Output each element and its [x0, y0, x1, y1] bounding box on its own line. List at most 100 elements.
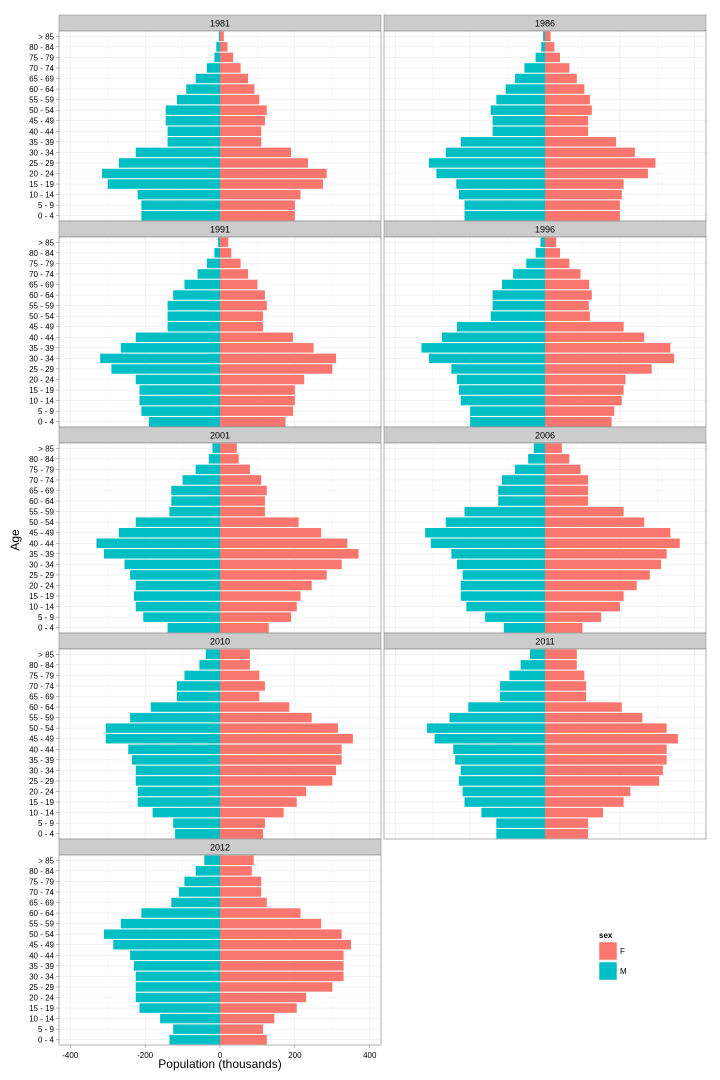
bar-male: [458, 189, 545, 200]
bar-male: [528, 454, 545, 464]
bar-female: [220, 31, 224, 42]
bar-female: [220, 866, 252, 876]
y-tick-label: 35 - 39: [29, 344, 54, 353]
y-tick-label: 30 - 34: [29, 972, 54, 981]
facet-panel: 2006: [383, 426, 707, 634]
bar-male: [470, 416, 545, 427]
bar-female: [220, 591, 301, 601]
bar-male: [135, 517, 220, 527]
bar-female: [220, 549, 359, 559]
bar-female: [220, 311, 264, 321]
bar-male: [430, 538, 545, 549]
bar-female: [545, 189, 622, 200]
bar-male: [204, 855, 220, 866]
bar-female: [220, 517, 299, 527]
bar-female: [545, 364, 652, 374]
bar-female: [220, 126, 262, 137]
y-tick-label: 80 - 84: [29, 867, 54, 876]
bar-male: [113, 939, 220, 950]
bar-female: [545, 300, 589, 311]
bar-female: [220, 538, 348, 549]
bar-female: [545, 200, 620, 210]
bar-female: [220, 475, 262, 485]
bar-female: [220, 1003, 297, 1013]
bar-male: [501, 475, 545, 485]
x-tick-label: -400: [62, 1051, 79, 1060]
bar-male: [208, 454, 220, 464]
bar-male: [135, 992, 220, 1003]
bar-male: [425, 527, 545, 538]
bar-female: [220, 485, 267, 496]
bar-female: [220, 385, 295, 395]
bar-male: [520, 660, 545, 670]
y-tick-label: 35 - 39: [29, 962, 54, 971]
x-tick-label: 0: [218, 1051, 223, 1060]
facet-title: 2011: [535, 637, 554, 647]
bar-male: [460, 395, 545, 406]
y-tick-label: 25 - 29: [29, 159, 54, 168]
facet-title: 1996: [535, 225, 555, 235]
bar-male: [464, 506, 545, 517]
y-tick-label: 15 - 19: [29, 386, 54, 395]
y-tick-label: 45 - 49: [29, 735, 54, 744]
bar-female: [545, 580, 637, 591]
y-tick-label: 30 - 34: [29, 148, 54, 157]
y-tick-label: 50 - 54: [29, 312, 54, 321]
bar-male: [442, 332, 545, 343]
bar-female: [545, 332, 645, 343]
bar-female: [545, 269, 581, 279]
bar-female: [220, 332, 294, 343]
bar-male: [218, 31, 220, 42]
bar-female: [220, 279, 258, 290]
y-tick-label: 60 - 64: [29, 85, 54, 94]
bar-female: [220, 828, 264, 839]
bar-male: [120, 343, 220, 353]
bar-male: [428, 158, 545, 168]
bar-male: [173, 1024, 220, 1034]
y-tick-label: 10 - 14: [29, 191, 54, 200]
bar-female: [220, 702, 290, 712]
bar-female: [220, 179, 323, 189]
bar-female: [220, 755, 342, 765]
bar-male: [485, 612, 545, 622]
y-tick-label: 20 - 24: [29, 170, 54, 179]
y-tick-label: 60 - 64: [29, 703, 54, 712]
y-tick-label: 45 - 49: [29, 323, 54, 332]
bar-female: [545, 290, 592, 300]
legend-title: sex: [599, 931, 613, 940]
bar-female: [220, 765, 337, 776]
bar-male: [139, 1003, 220, 1013]
bar-male: [141, 210, 220, 221]
bar-male: [130, 712, 220, 723]
bar-female: [220, 712, 312, 723]
bar-male: [199, 660, 220, 670]
y-tick-label: 55 - 59: [29, 508, 54, 517]
y-tick-label: 70 - 74: [29, 64, 54, 73]
bar-female: [545, 73, 577, 84]
bar-female: [220, 300, 267, 311]
facet-panel: 1996: [383, 220, 707, 428]
bar-female: [545, 343, 671, 353]
bar-male: [457, 559, 545, 570]
bar-female: [545, 506, 624, 517]
bar-female: [545, 237, 557, 248]
bar-male: [500, 691, 545, 702]
bar-female: [545, 744, 667, 755]
bar-female: [545, 660, 577, 670]
y-tick-label: 75 - 79: [29, 877, 54, 886]
y-tick-label: 10 - 14: [29, 1015, 54, 1024]
bar-male: [543, 31, 545, 42]
bar-male: [468, 702, 545, 712]
bar-female: [545, 517, 645, 527]
bar-male: [120, 918, 220, 929]
bar-male: [460, 137, 545, 147]
bar-male: [505, 84, 545, 94]
bar-male: [421, 343, 545, 353]
y-axis-label: Age: [8, 529, 22, 551]
bar-male: [178, 887, 220, 897]
bar-male: [458, 385, 545, 395]
y-tick-label: 0 - 4: [38, 830, 55, 839]
